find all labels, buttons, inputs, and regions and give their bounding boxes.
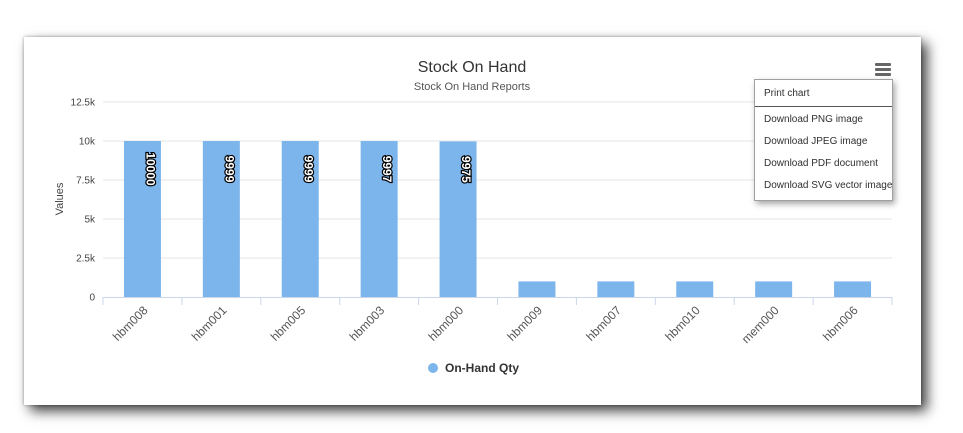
x-tick-label: hbm008 — [110, 303, 151, 344]
bar[interactable] — [597, 281, 635, 297]
data-labels: 10000 9999 9999 9997 9975 — [142, 151, 474, 187]
bar[interactable] — [439, 141, 477, 297]
bar[interactable] — [202, 141, 240, 297]
bar-series — [123, 141, 872, 297]
y-tick-label: 7.5k — [76, 176, 96, 187]
bar[interactable] — [834, 281, 872, 297]
hamburger-menu-icon[interactable] — [874, 61, 892, 78]
data-label: 9999 — [222, 156, 236, 183]
export-menu: Print chart Download PNG image Download … — [754, 79, 893, 201]
y-tick-label: 2.5k — [76, 254, 96, 265]
x-tick-label: hbm010 — [662, 303, 703, 344]
y-axis: 0 2.5k 5k 7.5k 10k 12.5k — [71, 98, 96, 304]
bar[interactable] — [755, 281, 793, 297]
chart-card: Stock On Hand Stock On Hand Reports Valu… — [24, 37, 921, 405]
data-label: 9997 — [380, 156, 394, 183]
x-axis: hbm008 hbm001 hbm005 hbm003 hbm000 hbm009 hbm0… — [102, 297, 893, 346]
menu-item-print-chart[interactable]: Print chart — [764, 88, 810, 99]
x-tick-label: hbm006 — [820, 303, 861, 344]
menu-item-download-png[interactable]: Download PNG image — [764, 114, 863, 125]
x-tick-label: hbm003 — [347, 303, 388, 344]
data-label: 9975 — [459, 156, 473, 183]
x-tick-label: hbm005 — [268, 303, 309, 344]
legend-marker — [428, 363, 438, 373]
x-tick-label: hbm001 — [189, 303, 230, 344]
chart-title: Stock On Hand — [418, 59, 527, 76]
bar[interactable] — [518, 281, 556, 297]
data-label: 10000 — [143, 152, 157, 186]
menu-item-download-pdf[interactable]: Download PDF document — [764, 158, 878, 169]
x-tick-label: hbm000 — [426, 303, 467, 344]
y-axis-title: Values — [54, 182, 66, 215]
chart-subtitle: Stock On Hand Reports — [414, 81, 531, 93]
x-tick-label: hbm009 — [505, 303, 546, 344]
menu-item-download-jpeg[interactable]: Download JPEG image — [764, 136, 868, 147]
bar[interactable] — [281, 141, 319, 297]
y-tick-label: 10k — [79, 137, 96, 148]
bar[interactable] — [676, 281, 714, 297]
bar[interactable] — [123, 141, 161, 297]
chart: Stock On Hand Stock On Hand Reports Valu… — [54, 59, 893, 375]
legend-item-on-hand-qty[interactable]: On-Hand Qty — [445, 361, 519, 375]
bar[interactable] — [360, 141, 398, 297]
menu-item-download-svg[interactable]: Download SVG vector image — [764, 180, 893, 191]
x-tick-label: hbm007 — [583, 303, 624, 344]
legend[interactable]: On-Hand Qty — [428, 361, 519, 375]
y-tick-label: 0 — [89, 293, 95, 304]
menu-separator — [755, 106, 892, 107]
y-tick-label: 12.5k — [71, 98, 96, 109]
data-label: 9999 — [301, 156, 315, 183]
x-tick-label: mem000 — [739, 303, 782, 346]
y-tick-label: 5k — [84, 215, 96, 226]
